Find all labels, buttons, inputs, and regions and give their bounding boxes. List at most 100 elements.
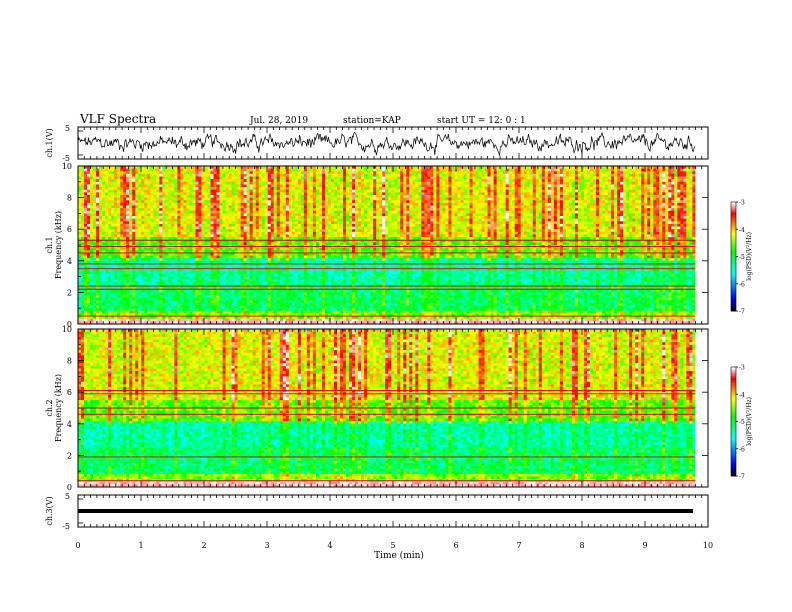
spectrogram-cell	[84, 255, 88, 259]
spectrogram-cell	[264, 187, 269, 190]
spectrogram-cell	[123, 234, 127, 238]
spectrogram-cell	[138, 321, 142, 325]
spectrogram-cell	[84, 289, 88, 293]
spectrogram-cell	[228, 184, 232, 188]
spectrogram-cell	[99, 189, 103, 193]
spectrogram-cell	[321, 173, 326, 177]
spectrogram-cell	[219, 263, 223, 267]
spectrogram-cell	[309, 197, 314, 201]
spectrogram-cell	[177, 281, 181, 285]
spectrogram-cell	[156, 287, 160, 291]
spectrogram-cell	[198, 210, 202, 214]
spectrogram-cell	[141, 234, 145, 238]
spectrogram-cell	[159, 260, 163, 264]
spectrogram-cell	[225, 252, 229, 256]
spectrogram-cell	[288, 231, 293, 235]
spectrogram-cell	[252, 316, 256, 320]
spectrogram-cell	[249, 268, 253, 272]
spectrogram-cell	[267, 168, 272, 172]
spectrogram-cell	[318, 231, 323, 235]
spectrogram-cell	[93, 181, 97, 185]
spectrogram-cell	[324, 289, 329, 293]
spectrogram-cell	[231, 260, 235, 264]
spectrogram-cell	[171, 250, 175, 254]
spectrogram-cell	[324, 273, 329, 277]
spectrogram-cell	[282, 302, 287, 306]
spectrogram-cell	[258, 263, 263, 267]
spectrogram-cell	[177, 239, 181, 243]
spectrogram-cell	[141, 231, 145, 235]
spectrogram-cell	[102, 221, 106, 225]
spectrogram-cell	[168, 176, 172, 180]
spectrogram-cell	[105, 223, 109, 227]
spectrogram-cell	[126, 310, 130, 314]
spectrogram-cell	[318, 247, 323, 251]
spectrogram-cell	[147, 194, 151, 198]
spectrogram-cell	[225, 176, 229, 180]
spectrogram-cell	[183, 218, 187, 222]
spectrogram-cell	[129, 308, 133, 312]
spectrogram-cell	[105, 173, 109, 177]
spectrogram-cell	[297, 321, 302, 325]
spectrogram-cell	[243, 273, 247, 277]
spectrogram-cell	[159, 250, 163, 254]
spectrogram-cell	[321, 292, 326, 296]
spectrogram-cell	[180, 310, 184, 314]
spectrogram-cell	[156, 263, 160, 267]
spectrogram-cell	[219, 179, 223, 183]
spectrogram-cell	[162, 250, 166, 254]
spectrogram-cell	[135, 229, 139, 233]
spectrogram-cell	[270, 208, 275, 212]
spectrogram-cell	[114, 302, 118, 306]
spectrogram-cell	[141, 166, 145, 169]
spectrogram-cell	[258, 202, 263, 206]
spectrogram-cell	[144, 194, 148, 198]
spectrogram-cell	[216, 231, 220, 235]
spectrogram-cell	[84, 197, 88, 201]
spectrogram-cell	[237, 223, 241, 227]
spectrogram-cell	[198, 229, 202, 233]
spectrogram-cell	[87, 210, 91, 214]
spectrogram-cell	[129, 279, 133, 283]
spectrogram-cell	[249, 313, 253, 317]
spectrogram-cell	[294, 242, 299, 246]
spectrogram-cell	[141, 237, 145, 241]
spectrogram-cell	[117, 260, 121, 264]
spectrogram-cell	[93, 297, 97, 301]
spectrogram-cell	[114, 300, 118, 304]
spectrogram-cell	[318, 321, 323, 325]
spectrogram-cell	[105, 255, 109, 259]
spectrogram-cell	[165, 266, 169, 269]
spectrogram-cell	[324, 223, 329, 227]
spectrogram-cell	[156, 268, 160, 272]
spectrogram-cell	[270, 250, 275, 254]
spectrogram-cell	[153, 247, 157, 251]
spectrogram-cell	[168, 234, 172, 238]
spectrogram-cell	[159, 184, 163, 188]
spectrogram-cell	[165, 202, 169, 206]
spectrogram-cell	[105, 205, 109, 209]
spectrogram-cell	[312, 200, 317, 204]
spectrogram-cell	[240, 255, 244, 259]
spectrogram-cell	[174, 168, 178, 172]
spectrogram-cell	[126, 176, 130, 180]
spectrogram-cell	[102, 273, 106, 277]
spectrogram-cell	[165, 297, 169, 301]
spectrogram-cell	[213, 297, 217, 301]
spectrogram-cell	[249, 287, 253, 291]
spectrogram-cell	[78, 316, 82, 320]
spectrogram-cell	[264, 271, 269, 275]
spectrogram-cell	[219, 216, 223, 219]
spectrogram-cell	[117, 305, 121, 309]
spectrogram-cell	[198, 187, 202, 190]
spectrogram-cell	[279, 223, 284, 227]
spectrogram-cell	[81, 189, 85, 193]
spectrogram-cell	[219, 189, 223, 193]
spectrogram-cell	[123, 271, 127, 275]
spectrogram-cell	[138, 258, 142, 262]
spectrogram-cell	[192, 187, 196, 190]
spectrogram-cell	[204, 171, 208, 175]
spectrogram-cell	[114, 281, 118, 285]
spectrogram-cell	[243, 223, 247, 227]
spectrogram-cell	[237, 281, 241, 285]
